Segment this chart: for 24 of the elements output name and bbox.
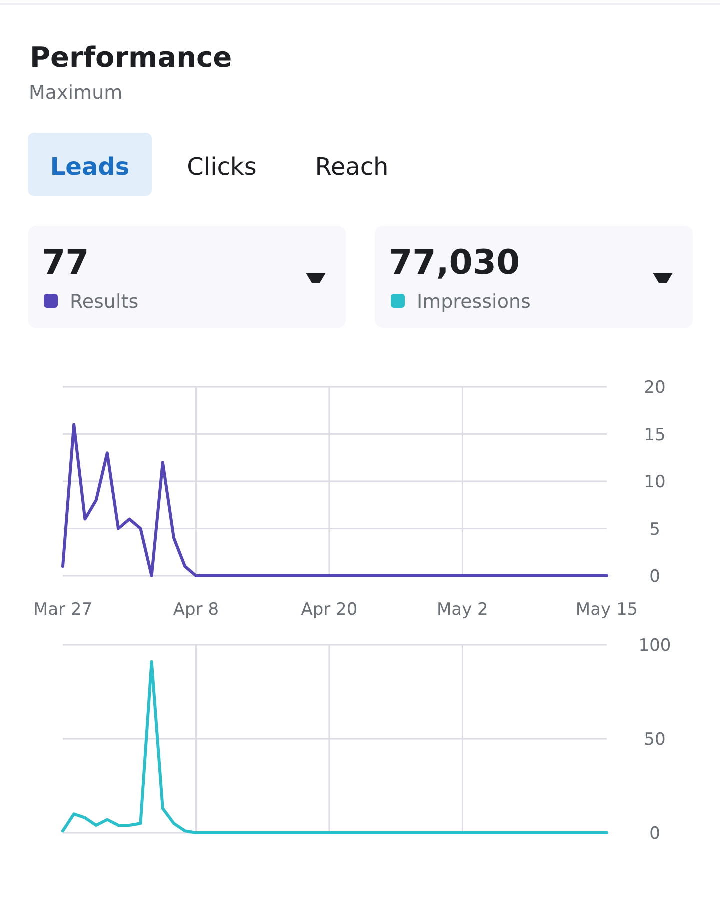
x-tick-label: May 2 <box>436 600 488 620</box>
x-tick-label: Mar 27 <box>33 600 93 620</box>
legend-label: Impressions <box>417 291 531 313</box>
line-series <box>62 423 608 578</box>
legend-label: Results <box>70 291 139 313</box>
text: 77,030 <box>389 243 520 283</box>
text: 77 <box>42 243 90 283</box>
x-tick-label: Apr 20 <box>301 600 358 620</box>
text: Leads <box>50 153 130 181</box>
y-tick-label: 100 <box>638 636 672 656</box>
y-tick-label: 5 <box>650 520 660 540</box>
y-tick-label: 50 <box>644 730 666 750</box>
y-tick-label: 20 <box>644 378 666 398</box>
y-tick-label: 10 <box>644 472 666 492</box>
text: Reach <box>315 153 389 181</box>
y-tick-label: 0 <box>650 824 660 844</box>
text: Performance <box>30 41 232 74</box>
y-tick-label: 15 <box>644 425 666 446</box>
x-tick-label: May 15 <box>576 600 638 620</box>
line-series <box>62 660 608 834</box>
text: Clicks <box>187 153 257 181</box>
text: Maximum <box>29 82 123 104</box>
y-tick-label: 0 <box>650 567 660 587</box>
x-tick-label: Apr 8 <box>173 600 220 620</box>
